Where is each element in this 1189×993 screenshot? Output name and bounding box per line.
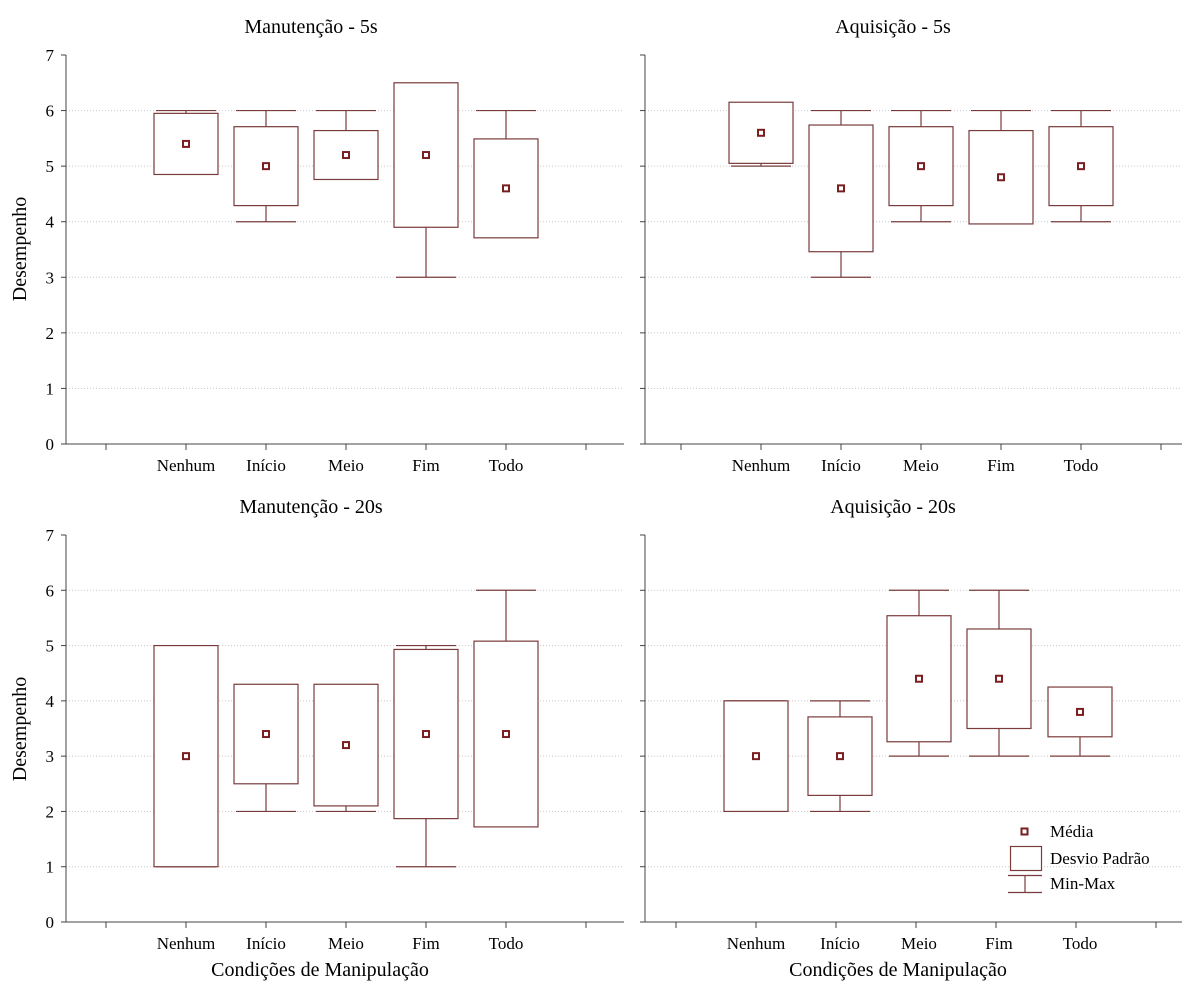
- y-tick-label: 6: [46, 581, 55, 600]
- mean-marker: [1077, 162, 1085, 171]
- x-tick-label: Fim: [985, 934, 1012, 953]
- mean-marker: [917, 162, 925, 171]
- x-tick-label: Todo: [489, 934, 524, 953]
- y-tick-label: 4: [46, 692, 55, 711]
- x-tick-label: Fim: [412, 456, 439, 475]
- legend-mean-label: Média: [1050, 822, 1094, 841]
- mean-marker: [995, 674, 1003, 683]
- x-tick-label: Início: [246, 456, 286, 475]
- legend: Média Desvio Padrão Min-Max: [1008, 822, 1150, 894]
- mean-marker: [262, 162, 270, 171]
- mean-marker: [422, 730, 430, 739]
- x-tick-label: Nenhum: [732, 456, 791, 475]
- x-axis-label-left: Condições de Manipulação: [211, 959, 429, 981]
- x-tick-label: Meio: [328, 456, 364, 475]
- y-tick-label: 5: [46, 637, 55, 656]
- y-tick-label: 1: [46, 379, 55, 398]
- mean-marker: [342, 151, 350, 160]
- x-tick-label: Todo: [1063, 934, 1098, 953]
- y-axis-label-top: Desempenho: [9, 197, 31, 301]
- y-tick-label: 6: [46, 102, 55, 121]
- x-tick-label: Fim: [987, 456, 1014, 475]
- mean-marker: [915, 674, 923, 683]
- mean-marker: [757, 128, 765, 137]
- panel-title-aquisicao-20s: Aquisição - 20s: [830, 496, 956, 518]
- panel-title-manutencao-5s: Manutenção - 5s: [244, 16, 378, 38]
- mean-marker: [262, 730, 270, 739]
- y-tick-label: 4: [46, 213, 55, 232]
- x-axis-label-right: Condições de Manipulação: [789, 959, 1007, 981]
- x-tick-label: Início: [821, 456, 861, 475]
- y-tick-label: 7: [46, 526, 55, 545]
- plots-group: 0 1 2 3 4 5 6 7 Nenhum Início Meio Fim Todo Nenhum Iní…: [46, 46, 1182, 953]
- x-tick-label: Fim: [412, 934, 439, 953]
- x-tick-label: Início: [820, 934, 860, 953]
- panel-title-aquisicao-5s: Aquisição - 5s: [835, 16, 951, 38]
- y-tick-label: 3: [46, 747, 55, 766]
- x-tick-label: Meio: [328, 934, 364, 953]
- legend-mean-marker: [1020, 827, 1029, 836]
- mean-marker: [997, 173, 1005, 182]
- mean-marker: [1076, 707, 1084, 716]
- mean-marker: [342, 741, 350, 750]
- mean-marker: [502, 730, 510, 739]
- mean-marker: [182, 139, 190, 148]
- y-tick-label: 2: [46, 802, 55, 821]
- y-tick-label: 3: [46, 268, 55, 287]
- legend-sd-marker: [1009, 845, 1043, 872]
- y-tick-label: 5: [46, 157, 55, 176]
- mean-marker: [837, 184, 845, 193]
- panel-title-manutencao-20s: Manutenção - 20s: [239, 496, 383, 518]
- x-tick-label: Nenhum: [157, 934, 216, 953]
- mean-marker: [502, 184, 510, 193]
- mean-marker: [182, 752, 190, 761]
- x-tick-label: Início: [246, 934, 286, 953]
- y-axis-label-bottom: Desempenho: [9, 677, 31, 781]
- x-tick-label: Todo: [1064, 456, 1099, 475]
- mean-marker: [836, 752, 844, 761]
- mean-marker: [422, 151, 430, 160]
- y-tick-label: 0: [46, 435, 55, 454]
- mean-marker: [752, 752, 760, 761]
- x-tick-label: Todo: [489, 456, 524, 475]
- y-tick-label: 2: [46, 324, 55, 343]
- x-tick-label: Meio: [901, 934, 937, 953]
- legend-minmax-label: Min-Max: [1050, 874, 1116, 893]
- legend-sd-label: Desvio Padrão: [1050, 849, 1150, 868]
- y-tick-label: 1: [46, 858, 55, 877]
- x-tick-label: Meio: [903, 456, 939, 475]
- y-tick-label: 0: [46, 913, 55, 932]
- x-tick-label: Nenhum: [727, 934, 786, 953]
- x-tick-label: Nenhum: [157, 456, 216, 475]
- y-tick-label: 7: [46, 46, 55, 65]
- sd-box: [807, 716, 873, 796]
